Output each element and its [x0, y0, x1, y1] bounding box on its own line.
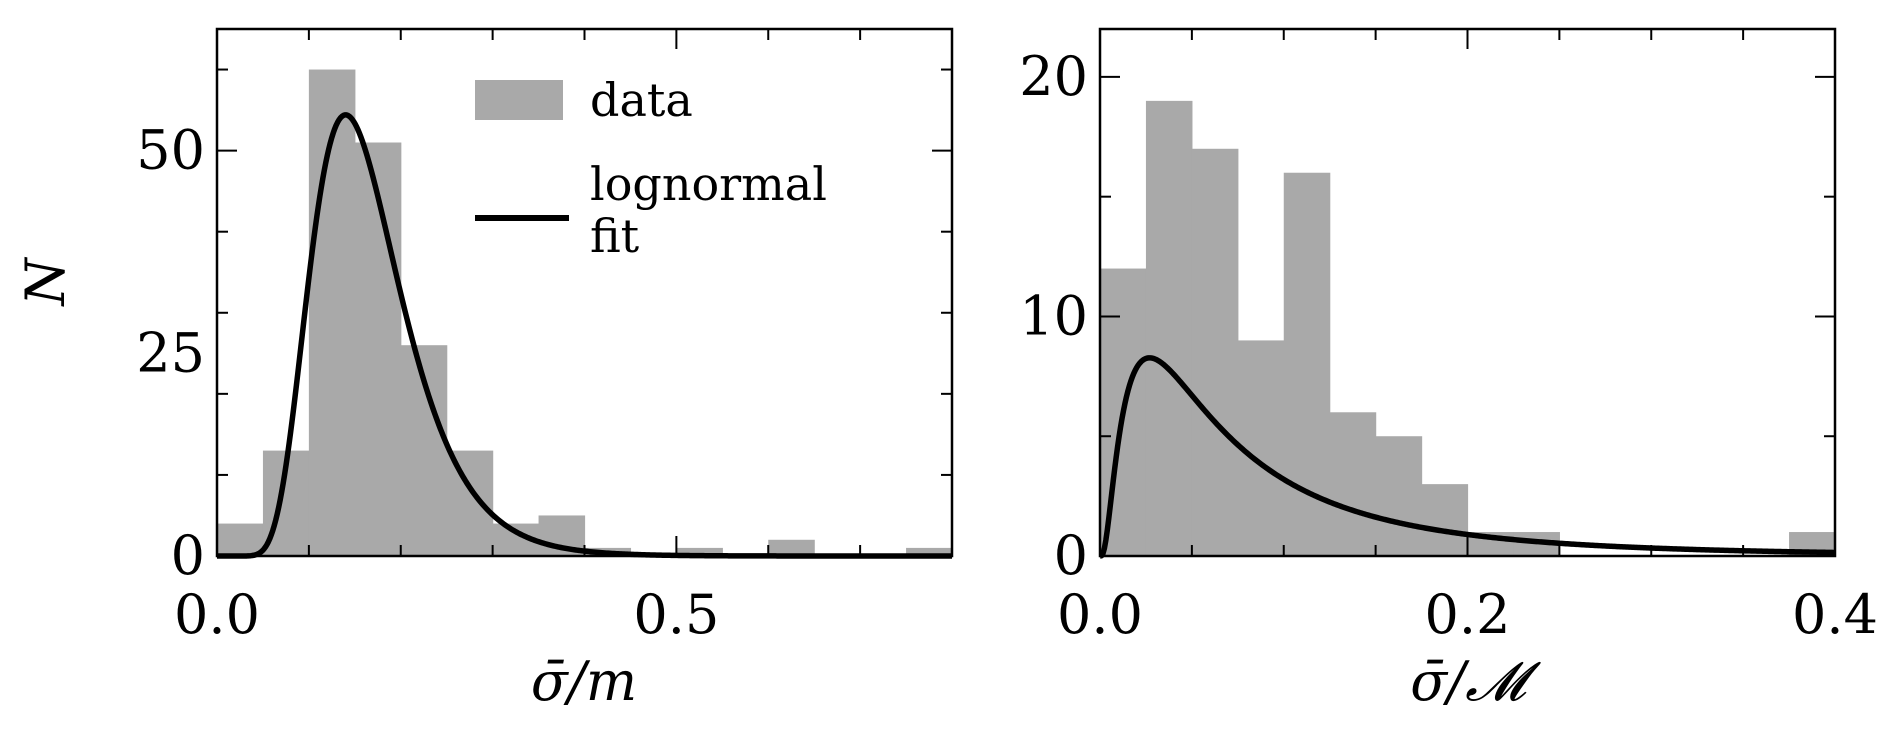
- x-tick-label: 0.2: [1425, 583, 1511, 646]
- histogram-bar-12: [768, 539, 815, 556]
- x-axis-label: σ̄/𝓜: [1410, 650, 1541, 713]
- histogram-bars: [1100, 100, 1836, 557]
- histogram-bar-2: [308, 69, 356, 557]
- legend-fit-label: lognormal fit: [590, 157, 827, 263]
- histogram-bar-3: [354, 142, 402, 556]
- y-tick-label: 25: [136, 321, 205, 384]
- legend-data-swatch: [475, 80, 563, 120]
- histogram-bar-2: [1191, 148, 1239, 557]
- histogram-bar-7: [1421, 484, 1469, 556]
- x-tick-label: 0.0: [1057, 583, 1143, 646]
- histogram-bars: [217, 69, 953, 557]
- right-histogram-panel: 0.0 0.2 0.4 0 10 20 σ̄/𝓜: [1019, 27, 1878, 713]
- histogram-bar-1: [1145, 100, 1193, 556]
- axis-ticks: [1100, 29, 1835, 556]
- histogram-bar-15: [906, 547, 953, 556]
- histogram-bar-5: [1329, 412, 1377, 556]
- x-tick-label: 0.5: [633, 583, 719, 646]
- y-tick-label: 20: [1019, 45, 1088, 108]
- histogram-bar-0: [217, 523, 264, 556]
- x-axis-label: σ̄/m: [531, 650, 637, 713]
- x-tick-label: 0.0: [174, 583, 260, 646]
- x-tick-label: 0.4: [1792, 583, 1878, 646]
- histogram-bar-6: [1375, 436, 1423, 556]
- lognormal-fit-line: [1098, 355, 1837, 559]
- histogram-bar-5: [446, 450, 494, 556]
- y-axis-label: N: [14, 257, 77, 308]
- y-tick-label: 0: [1054, 524, 1088, 587]
- legend-data-label: data: [590, 73, 693, 127]
- histogram-bar-10: [676, 547, 723, 556]
- y-tick-label: 50: [136, 119, 205, 182]
- y-tick-label: 10: [1019, 284, 1088, 347]
- y-tick-label: 0: [171, 524, 205, 587]
- legend: data lognormal fit: [475, 73, 827, 263]
- axis-ticks: [217, 29, 952, 556]
